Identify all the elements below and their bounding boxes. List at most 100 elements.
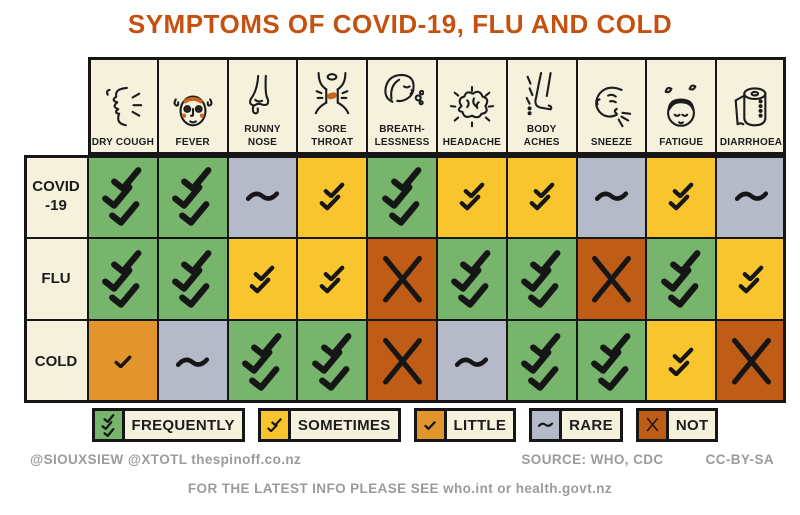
cell-cold-breath-lessness <box>367 320 437 404</box>
check-icon <box>251 332 282 358</box>
column-header-diarrhoea: DIARRHOEA <box>716 57 786 155</box>
runny-nose-icon <box>249 74 270 115</box>
check-icon <box>179 283 210 309</box>
check-icon <box>459 194 481 211</box>
check-icon <box>669 250 701 275</box>
brain-icon <box>449 85 494 127</box>
legend-swatch-not <box>638 411 669 439</box>
column-label: DRY COUGH <box>91 136 155 148</box>
column-header-sore-throat: SORE THROAT <box>297 57 368 155</box>
legend-item-little: LITTLE <box>413 408 517 442</box>
check-icon <box>591 349 622 375</box>
cell-cold-sneeze <box>576 320 647 404</box>
column-header-fever: FEVER <box>157 57 228 155</box>
check-icon <box>381 184 413 209</box>
check-icon <box>172 184 203 209</box>
check-icon <box>390 167 422 192</box>
check-icon <box>521 266 552 292</box>
fever-face-icon <box>173 95 213 126</box>
cell-flu-sneeze <box>576 237 647 321</box>
tired-face-icon <box>664 83 697 127</box>
source-text: SOURCE: WHO, CDC <box>521 452 664 467</box>
x-icon <box>646 418 659 432</box>
check-icon <box>528 283 559 309</box>
legend-item-frequently: FREQUENTLY <box>91 408 245 442</box>
check-icon <box>318 366 350 391</box>
check-icon <box>668 194 690 211</box>
cell-flu-sore-throat <box>297 237 368 321</box>
check-icon <box>242 349 273 375</box>
tilde-icon <box>176 356 210 367</box>
cell-covid-19-body-aches <box>506 155 577 238</box>
check-icon <box>320 332 352 358</box>
legend-swatch-sometimes <box>260 411 291 439</box>
legend: FREQUENTLY SOMETIMES LITTLE RARE NOT <box>24 408 786 442</box>
credits-text: @SIOUXSIEW @XTOTL thespinoff.co.nz <box>30 452 302 467</box>
cell-flu-fever <box>157 237 228 321</box>
column-header-breathlessness: BREATH-LESSNESS <box>367 57 437 155</box>
leg-ache-icon <box>525 71 552 116</box>
info-line: FOR THE LATEST INFO PLEASE SEE who.int o… <box>187 481 613 496</box>
check-icon <box>267 424 278 433</box>
column-header-fatigue: FATIGUE <box>646 57 717 155</box>
check-icon <box>319 277 341 294</box>
cell-cold-dry-cough <box>88 320 158 404</box>
check-icon <box>667 283 699 309</box>
cell-covid-19-diarrhoea <box>716 155 786 238</box>
check-icon <box>672 182 694 199</box>
cell-covid-19-headache <box>436 155 507 238</box>
check-icon <box>600 332 631 358</box>
cell-covid-19-runny-nose <box>227 155 298 238</box>
check-icon <box>460 250 491 275</box>
column-header-headache: HEADACHE <box>436 57 507 155</box>
column-label: BREATH-LESSNESS <box>374 124 430 148</box>
check-icon <box>533 182 555 199</box>
check-icon <box>311 349 343 375</box>
tilde-icon <box>455 356 489 367</box>
check-icon <box>388 200 420 226</box>
check-icon <box>738 277 760 294</box>
sneezing-face-icon <box>595 86 632 127</box>
cell-covid-19-breath-lessness <box>367 155 437 238</box>
column-header-dry-cough: DRY COUGH <box>88 57 158 155</box>
tilde-icon <box>594 191 629 202</box>
check-icon <box>458 283 489 309</box>
symptom-grid: DRY COUGH FEVER RUNNY <box>24 57 786 404</box>
column-label: SNEEZE <box>590 136 633 148</box>
cell-flu-breath-lessness <box>367 237 437 321</box>
column-label: BODY ACHES <box>523 124 560 148</box>
x-icon <box>382 255 422 303</box>
face-coughing-icon <box>105 86 143 126</box>
check-icon <box>598 366 629 391</box>
cell-flu-runny-nose <box>227 237 298 321</box>
column-label: HEADACHE <box>442 136 502 148</box>
check-icon <box>172 266 203 292</box>
check-icon <box>319 194 341 211</box>
legend-item-not: NOT <box>635 408 719 442</box>
check-icon <box>249 366 280 391</box>
check-icon <box>111 250 142 275</box>
row-label-covid-19: COVID -19 <box>24 155 88 238</box>
tilde-icon <box>538 422 554 428</box>
check-icon <box>463 182 485 199</box>
cell-cold-sore-throat <box>297 320 368 404</box>
tilde-icon <box>734 191 768 202</box>
check-icon <box>179 200 210 226</box>
legend-item-rare: RARE <box>529 408 623 442</box>
cell-covid-19-fever <box>157 155 228 238</box>
toilet-paper-icon <box>734 86 767 126</box>
check-icon <box>181 250 212 275</box>
check-icon <box>451 266 482 292</box>
cell-cold-diarrhoea <box>716 320 786 404</box>
legend-swatch-frequently <box>94 411 125 439</box>
check-icon <box>181 167 212 192</box>
check-icon <box>530 332 561 358</box>
check-icon <box>271 418 282 426</box>
symptom-table: DRY COUGH FEVER RUNNY <box>24 57 786 404</box>
check-icon <box>521 349 552 375</box>
cell-covid-19-dry-cough <box>88 155 158 238</box>
check-icon <box>103 427 115 437</box>
check-icon <box>102 266 133 292</box>
legend-label: RARE <box>569 416 613 434</box>
legend-swatch-rare <box>532 411 563 439</box>
